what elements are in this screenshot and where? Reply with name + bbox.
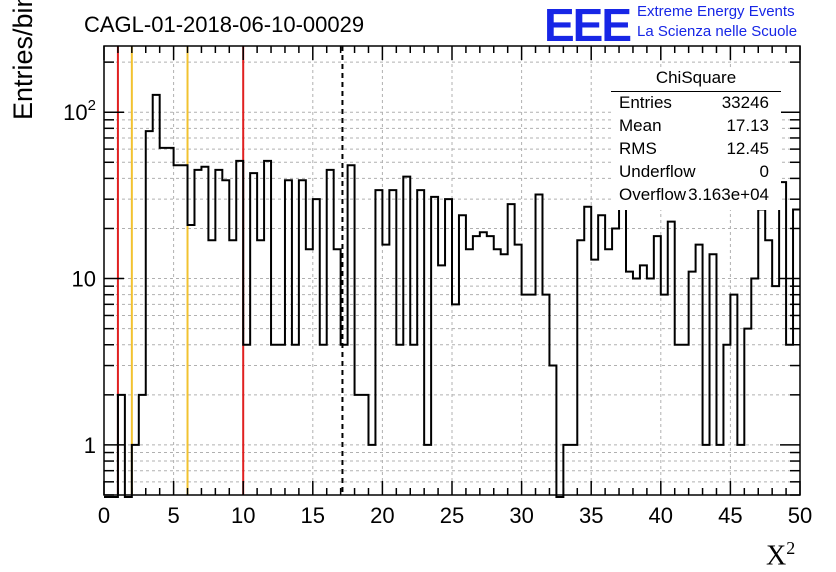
stats-key: Mean [619, 116, 662, 135]
stats-key: Underflow [619, 162, 696, 181]
stats-value: 33246 [721, 93, 769, 112]
stats-box: ChiSquare Entries 33246 Mean 17.13 RMS 12.4… [611, 68, 781, 210]
eee-logo: EEE [544, 0, 632, 51]
stats-divider [611, 91, 781, 92]
axis-ticks: 0 5 10 15 20 25 30 35 40 45 50 1 10 102 [63, 46, 812, 528]
x-tick-label: 50 [788, 503, 812, 528]
x-tick-label: 0 [98, 503, 110, 528]
logo-line-2: La Scienza nelle Scuole [637, 23, 798, 40]
x-tick-label: 40 [649, 503, 673, 528]
stats-value: 3.163e+04 [688, 185, 769, 204]
y-axis-label: Entries/bin [8, 0, 48, 220]
y-tick-label: 1 [84, 433, 96, 458]
x-tick-label: 30 [509, 503, 533, 528]
stats-name: ChiSquare [655, 68, 737, 87]
y-axis-label-text: Entries/bin [8, 0, 38, 120]
reference-lines [116, 46, 344, 495]
x-tick-label: 45 [718, 503, 742, 528]
x-tick-label: 35 [579, 503, 603, 528]
y-tick-label: 102 [63, 97, 96, 125]
x-axis-label-superscript: 2 [786, 538, 796, 558]
histogram-series [104, 93, 800, 498]
logo-line-1: Extreme Energy Events [637, 3, 795, 20]
y-tick-label: 10 [72, 267, 96, 292]
x-tick-label: 15 [301, 503, 325, 528]
stats-key: Entries [619, 93, 672, 112]
x-axis-label-text: X [766, 540, 787, 572]
chart-title: CAGL-01-2018-06-10-00029 [84, 12, 365, 37]
stats-value: 0 [759, 162, 769, 181]
x-tick-label: 5 [167, 503, 179, 528]
x-tick-label: 25 [440, 503, 464, 528]
stats-key: RMS [619, 139, 657, 158]
x-tick-label: 20 [370, 503, 394, 528]
stats-value: 12.45 [726, 139, 769, 158]
stats-value: 17.13 [726, 116, 769, 135]
x-axis-label: X2 [766, 538, 795, 572]
stats-key: Overflow [619, 185, 687, 204]
x-tick-label: 10 [231, 503, 255, 528]
